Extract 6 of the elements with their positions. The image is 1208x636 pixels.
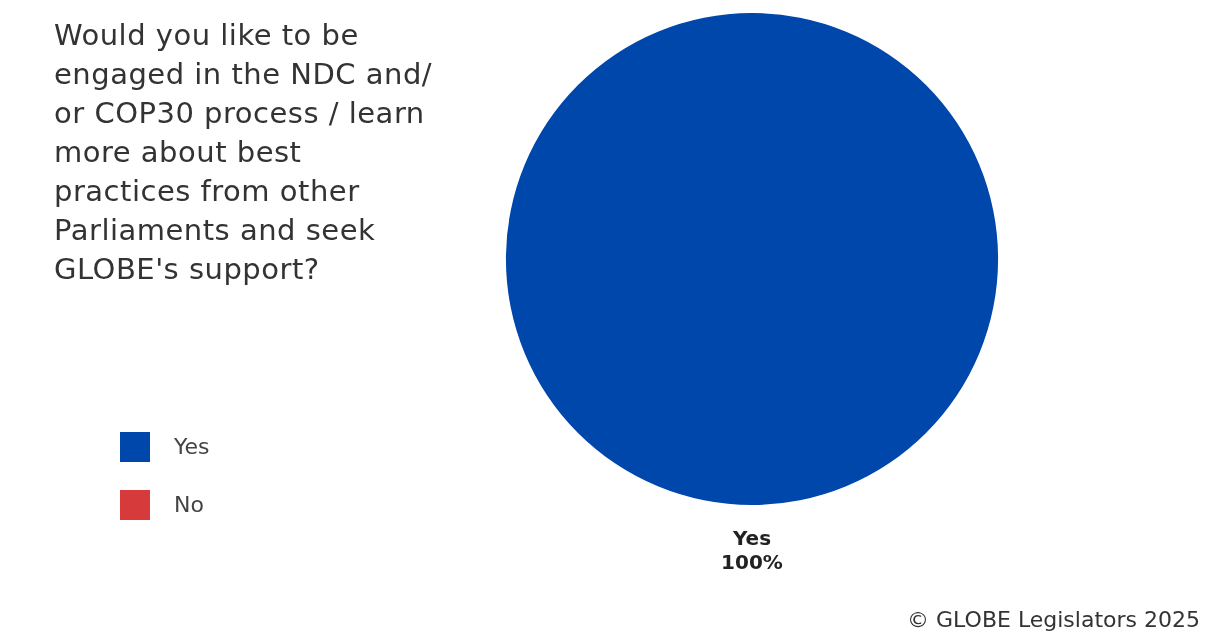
text: © GLOBE Legislators 2025 [907, 607, 1200, 632]
text: Would you like to be engaged in the NDC and/ or COP30 process / learn more about best practices from other Parliaments and seek GLOBE's support? [54, 17, 434, 288]
data-label: 100% [721, 550, 783, 574]
legend-label: No [174, 492, 204, 517]
legend-label: Yes [173, 434, 210, 459]
slice-label: Yes [731, 526, 772, 550]
